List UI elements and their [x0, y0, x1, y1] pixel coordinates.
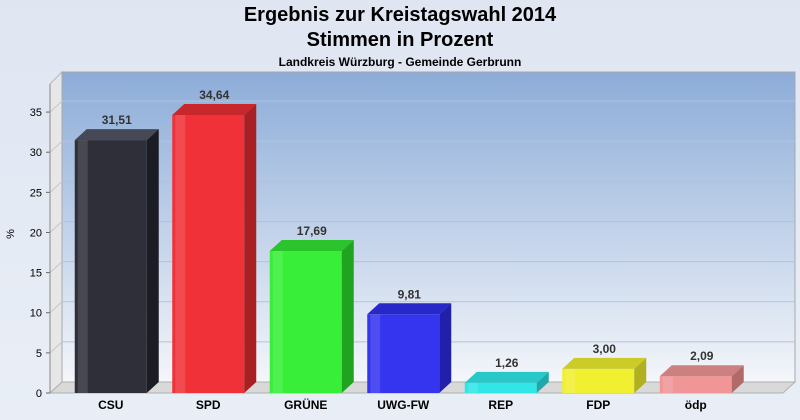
bar-top: [464, 371, 549, 383]
bar-side: [536, 371, 549, 393]
chart-subtitle: Stimmen in Prozent: [306, 29, 494, 51]
bar-front: [172, 114, 245, 394]
bar-FDP: [562, 357, 647, 393]
bar-UWG-FW: [367, 303, 452, 393]
x-tick-label: FDP: [586, 398, 610, 412]
bar-top: [562, 357, 647, 369]
y-tick-label: 30: [30, 147, 42, 159]
gridline-side: [49, 221, 63, 233]
y-tick-label: 10: [30, 308, 42, 320]
gridline-side: [49, 180, 63, 193]
bar-front: [367, 314, 440, 393]
data-label: 31,51: [102, 113, 132, 127]
bar-top: [74, 129, 159, 141]
bar-CSU: [74, 129, 159, 393]
bar-side: [731, 365, 744, 393]
gridline-side: [49, 140, 63, 153]
y-tick-label: 35: [30, 107, 42, 119]
data-label: 9,81: [398, 287, 422, 301]
labels: 31,51 CSU 34,64 SPD 17,69 GRÜNE 9,81 UWG-FW 1,26…: [98, 88, 714, 412]
gridline-side: [49, 341, 63, 354]
bar-side: [634, 357, 647, 393]
bar-highlight: [662, 376, 673, 393]
bar-highlight: [370, 314, 381, 393]
bar-front: [562, 368, 635, 393]
data-label: 1,26: [495, 356, 519, 370]
bar-side: [146, 129, 159, 393]
bar-highlight: [565, 368, 576, 393]
bar-highlight: [272, 251, 283, 393]
bar-top: [659, 365, 744, 377]
gridline-side: [49, 301, 63, 314]
bar-front: [464, 382, 537, 393]
bar-front: [74, 140, 147, 393]
data-label: 3,00: [593, 342, 617, 356]
gridline-side: [49, 261, 63, 273]
y-axis: 0 5 10 15 20 25 30 35: [30, 84, 51, 400]
bar-highlight: [467, 382, 478, 393]
data-label: 17,69: [297, 224, 327, 238]
bar-highlight: [175, 114, 186, 394]
x-tick-label: GRÜNE: [284, 397, 327, 412]
bar-front: [659, 376, 732, 393]
bar-top: [367, 303, 452, 315]
y-tick-label: 5: [36, 348, 42, 360]
bar-top: [172, 103, 257, 115]
x-tick-label: ödp: [685, 398, 707, 412]
bar-front: [269, 251, 342, 393]
plot-side-wall: [49, 70, 63, 395]
bars: [74, 103, 744, 394]
bar-side: [341, 240, 354, 393]
chart-caption: Landkreis Würzburg - Gemeinde Gerbrunn: [278, 55, 522, 69]
bar-GRÜNE: [269, 240, 354, 393]
data-label: 34,64: [199, 88, 229, 102]
y-tick-label: 25: [30, 187, 42, 199]
x-tick-label: REP: [488, 398, 513, 412]
bar-ödp: [659, 365, 744, 393]
y-tick-label: 0: [36, 388, 42, 400]
gridline-side: [49, 100, 63, 113]
x-tick-label: UWG-FW: [377, 398, 430, 412]
chart-title: Ergebnis zur Kreistagswahl 2014: [243, 4, 557, 26]
bar-highlight: [77, 140, 88, 393]
bar-top: [269, 240, 354, 252]
bar-side: [439, 303, 452, 393]
bar-side: [244, 103, 257, 394]
bar-REP: [464, 371, 549, 393]
x-tick-label: CSU: [98, 398, 123, 412]
bar-SPD: [172, 103, 257, 394]
data-label: 2,09: [690, 349, 714, 363]
y-tick-label: 15: [30, 268, 42, 280]
x-tick-label: SPD: [196, 398, 221, 412]
y-tick-label: 20: [30, 227, 42, 239]
